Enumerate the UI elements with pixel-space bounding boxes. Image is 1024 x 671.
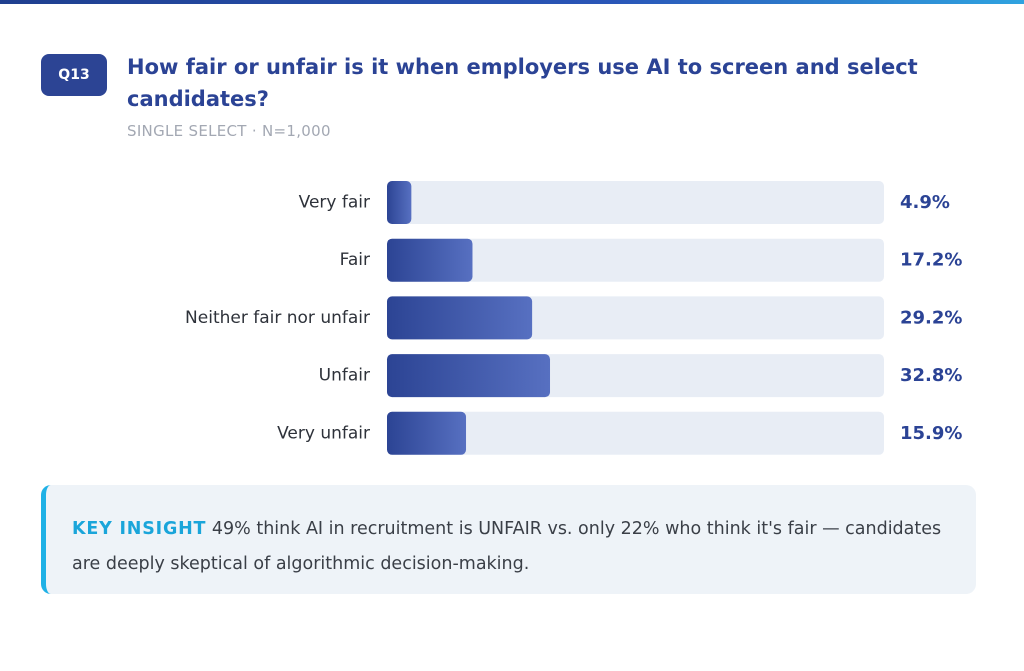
value-label: 17.2%: [900, 250, 962, 271]
category-label: Neither fair nor unfair: [185, 308, 370, 328]
bar-track: [387, 411, 884, 455]
value-label: 15.9%: [900, 423, 962, 444]
key-insight-body: 49% think AI in recruitment is UNFAIR vs…: [72, 519, 942, 574]
question-badge: Q13: [41, 54, 107, 96]
value-label: 4.9%: [900, 192, 950, 213]
key-insight-text: KEY INSIGHT 49% think AI in recruitment …: [72, 512, 950, 582]
category-label: Very fair: [299, 193, 370, 213]
bar-track: [387, 238, 884, 282]
key-insight-box: KEY INSIGHT 49% think AI in recruitment …: [41, 485, 976, 594]
bar: [387, 354, 551, 398]
category-label: Unfair: [319, 366, 370, 386]
bar: [387, 411, 467, 455]
bar: [387, 238, 473, 282]
top-accent-bar: [0, 0, 1024, 4]
category-label: Fair: [340, 250, 370, 270]
category-label: Very unfair: [277, 423, 370, 443]
value-label: 32.8%: [900, 365, 962, 386]
question-subtitle: SINGLE SELECT · N=1,000: [127, 122, 331, 140]
bar: [387, 296, 533, 340]
bar-track: [387, 181, 884, 224]
bar-chart: Very fair 4.9% Fair 17.2% Neither fair nor u…: [185, 181, 962, 455]
question-title: How fair or unfair is it when employers …: [127, 55, 918, 111]
value-label: 29.2%: [900, 307, 962, 328]
key-insight-label: KEY INSIGHT: [72, 519, 207, 539]
bar-series: Very fair 4.9% Fair 17.2% Neither fair nor u…: [185, 181, 962, 455]
bar: [387, 181, 412, 224]
